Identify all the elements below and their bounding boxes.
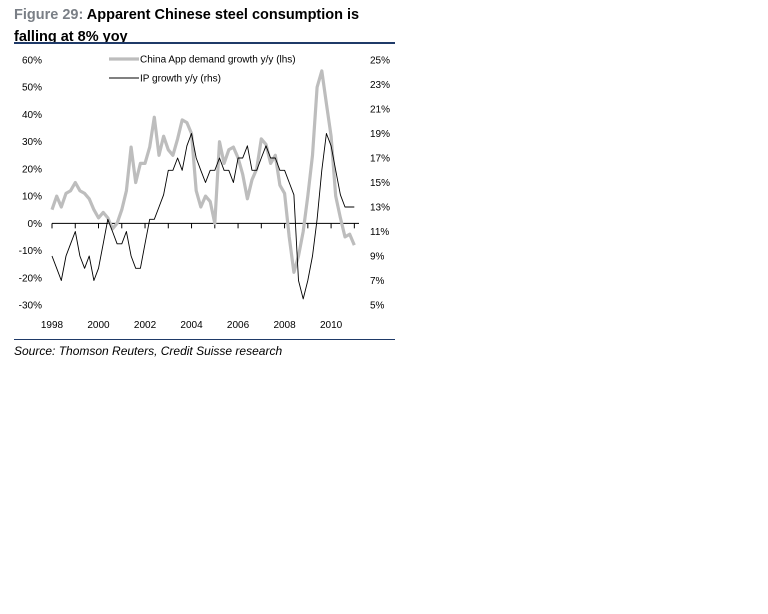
y-right-tick-label: 7% [370, 276, 385, 287]
x-tick-label: 2004 [180, 320, 203, 331]
figure-title: Figure 29: Apparent Chinese steel consum… [14, 4, 394, 48]
y-right-tick-label: 19% [370, 129, 390, 140]
y-left-tick-label: 50% [22, 83, 42, 94]
y-left-tick-label: 0% [28, 219, 43, 230]
y-right-tick-label: 11% [370, 227, 389, 238]
series-line-ip [51, 133, 355, 300]
y-axis-left: 60% 50% 40% 30% 20% 10% 0% -10% -20% -30% [19, 56, 42, 312]
x-tick-label: 2000 [87, 320, 110, 331]
y-right-tick-label: 9% [370, 252, 385, 263]
figure-title-text: Apparent Chinese steel consumption is fa… [14, 7, 360, 45]
y-left-tick-label: -20% [19, 273, 42, 284]
y-right-tick-label: 13% [370, 203, 390, 214]
y-left-tick-label: -10% [19, 246, 42, 257]
y-right-tick-label: 23% [370, 80, 390, 91]
y-left-tick-label: 30% [22, 137, 42, 148]
source-rule [14, 339, 395, 340]
title-rule [14, 42, 395, 44]
y-right-tick-label: 17% [370, 154, 390, 165]
x-tick-label: 1998 [41, 320, 64, 331]
x-tick-label: 2010 [320, 320, 343, 331]
legend: China App demand growth y/y (lhs) IP gro… [109, 55, 296, 85]
y-left-tick-label: -30% [19, 301, 42, 312]
x-axis: 1998 2000 2002 2004 2006 2008 2010 [41, 222, 359, 331]
y-left-tick-label: 40% [22, 110, 42, 121]
source-note: Source: Thomson Reuters, Credit Suisse r… [14, 344, 283, 358]
figure-label: Figure 29: [14, 7, 84, 23]
legend-label-ip: IP growth y/y (rhs) [140, 74, 221, 85]
y-right-tick-label: 15% [370, 178, 390, 189]
series-line-demand [50, 69, 356, 274]
legend-label-demand: China App demand growth y/y (lhs) [140, 55, 296, 66]
y-left-tick-label: 20% [22, 164, 42, 175]
x-tick-label: 2008 [273, 320, 296, 331]
series-lines [50, 69, 356, 300]
x-tick-label: 2002 [134, 320, 157, 331]
chart: 60%50%40%30%20%10%0%-10%-20%-30% 25%23%2… [19, 55, 390, 332]
y-right-tick-label: 25% [370, 56, 390, 67]
y-axis-right: 25% 23% 21% 19% 17% 15% 13% 11% 9% 7% 5% [370, 56, 390, 312]
y-left-tick-label: 60% [22, 56, 42, 67]
y-right-tick-label: 21% [370, 105, 390, 116]
y-left-tick-label: 10% [22, 192, 42, 203]
y-right-tick-label: 5% [370, 301, 385, 312]
x-tick-label: 2006 [227, 320, 250, 331]
